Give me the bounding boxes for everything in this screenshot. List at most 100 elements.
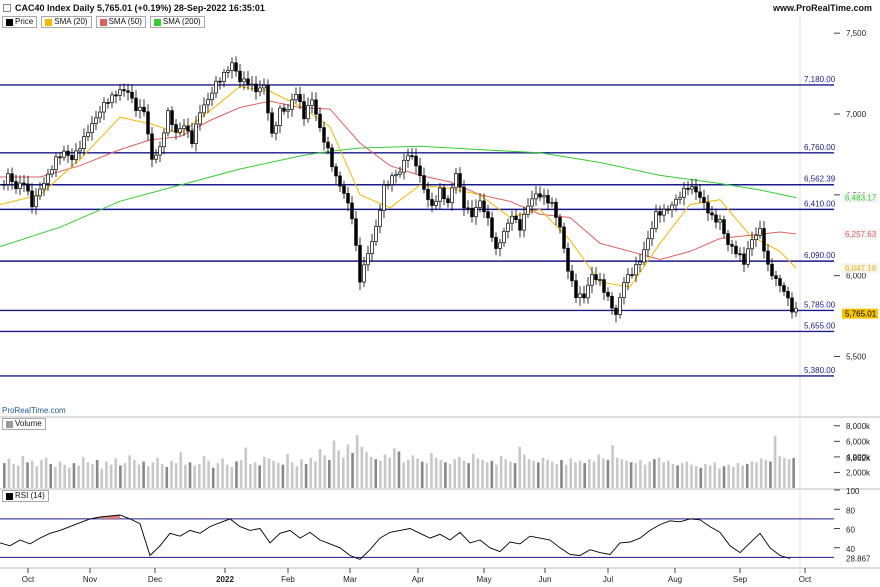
volume-bar bbox=[235, 461, 238, 488]
candle-body bbox=[650, 228, 654, 240]
legend-label: SMA (200) bbox=[162, 17, 201, 26]
x-tick-label: Jun bbox=[539, 575, 552, 584]
legend-entry-3[interactable]: SMA (200) bbox=[149, 16, 205, 28]
candle-body bbox=[50, 169, 54, 175]
volume-bar bbox=[513, 463, 517, 488]
volume-bar bbox=[606, 460, 610, 488]
volume-bar bbox=[160, 463, 164, 488]
volume-bar bbox=[276, 463, 280, 488]
candle-body bbox=[370, 241, 374, 254]
price-level-label: 6,410.00 bbox=[804, 199, 836, 208]
volume-bar bbox=[26, 462, 29, 488]
candle-body bbox=[722, 219, 726, 235]
volume-last-label: 3,862k bbox=[846, 454, 871, 463]
candle-body bbox=[302, 101, 306, 120]
candle-body bbox=[22, 182, 26, 185]
x-tick-label: Oct bbox=[22, 575, 35, 584]
candle-body bbox=[334, 166, 338, 177]
candle-body bbox=[682, 188, 686, 198]
volume-bar bbox=[671, 463, 675, 488]
volume-bar bbox=[314, 461, 317, 488]
volume-bar bbox=[374, 459, 378, 488]
legend-label-rsi: RSI (14) bbox=[15, 491, 45, 500]
candle-body bbox=[90, 123, 94, 133]
volume-bar bbox=[560, 460, 563, 488]
volume-bar bbox=[648, 461, 652, 488]
legend-label: Price bbox=[15, 17, 34, 26]
candle-body bbox=[690, 186, 694, 190]
x-tick-label: Feb bbox=[281, 575, 295, 584]
candle-body bbox=[742, 253, 746, 265]
candle-body bbox=[114, 94, 118, 97]
legend-entry-0[interactable]: Price bbox=[2, 16, 38, 28]
x-tick-label: Aug bbox=[668, 575, 682, 584]
candle-body bbox=[170, 110, 174, 125]
candle-body bbox=[638, 261, 642, 265]
volume-bar bbox=[485, 462, 489, 488]
candle-body bbox=[42, 182, 46, 190]
volume-bar bbox=[100, 468, 104, 488]
volume-bar bbox=[769, 461, 772, 488]
candle-body bbox=[158, 146, 162, 156]
x-tick-label: Apr bbox=[412, 575, 425, 584]
candle-body bbox=[462, 186, 466, 209]
volume-bar bbox=[592, 461, 596, 488]
candle-body bbox=[726, 233, 730, 245]
series-last-tag-box bbox=[842, 192, 878, 203]
legend-entry-volume[interactable]: Volume bbox=[2, 418, 46, 430]
candle-body bbox=[318, 113, 322, 128]
site-name[interactable]: www.ProRealTime.com bbox=[772, 3, 872, 13]
candle-body bbox=[542, 195, 546, 198]
volume-bar bbox=[657, 457, 661, 488]
candle-body bbox=[794, 307, 798, 313]
candle-body bbox=[110, 94, 114, 104]
volume-bar bbox=[778, 456, 782, 488]
volume-bar bbox=[3, 463, 6, 488]
candle-body bbox=[578, 293, 582, 298]
candle-body bbox=[674, 198, 678, 206]
volume-bar bbox=[58, 461, 62, 488]
candle-body bbox=[58, 156, 62, 159]
candle-body bbox=[606, 291, 610, 297]
candle-body bbox=[586, 284, 590, 299]
volume-bar bbox=[290, 462, 294, 488]
candle-body bbox=[618, 297, 622, 315]
candle-body bbox=[282, 107, 286, 112]
volume-bar bbox=[546, 460, 549, 488]
candle-body bbox=[162, 132, 166, 148]
candle-body bbox=[694, 186, 698, 193]
candle-body bbox=[546, 195, 550, 204]
candle-body bbox=[566, 247, 570, 272]
volume-bar bbox=[518, 446, 522, 488]
volume-bar bbox=[137, 464, 141, 488]
candle-body bbox=[190, 130, 194, 144]
volume-bar bbox=[68, 467, 71, 488]
rsi-line bbox=[0, 514, 791, 560]
volume-legend: Volume bbox=[2, 418, 46, 430]
candle-body bbox=[206, 99, 210, 106]
candle-body bbox=[446, 198, 450, 204]
candle-body bbox=[758, 228, 762, 236]
legend-entry-rsi[interactable]: RSI (14) bbox=[2, 490, 49, 502]
volume-bar bbox=[643, 464, 647, 488]
volume-bar bbox=[499, 456, 503, 488]
watermark: ProRealTime.com bbox=[2, 406, 66, 415]
legend-entry-2[interactable]: SMA (50) bbox=[95, 16, 146, 28]
candle-body bbox=[254, 83, 258, 93]
candle-body bbox=[154, 154, 158, 160]
volume-bar bbox=[555, 463, 559, 488]
candle-body bbox=[666, 208, 670, 211]
legend-label: SMA (20) bbox=[54, 17, 88, 26]
volume-bar bbox=[736, 463, 740, 488]
legend-swatch-icon bbox=[6, 18, 13, 26]
volume-bar bbox=[133, 460, 136, 488]
candle-body bbox=[362, 264, 366, 283]
volume-swatch-icon bbox=[6, 420, 13, 428]
candle-body bbox=[94, 117, 98, 124]
volume-bar bbox=[174, 463, 178, 488]
candle-body bbox=[126, 90, 130, 93]
legend-entry-1[interactable]: SMA (20) bbox=[41, 16, 92, 28]
legend-swatch-icon bbox=[99, 18, 107, 26]
candle-body bbox=[374, 226, 378, 242]
